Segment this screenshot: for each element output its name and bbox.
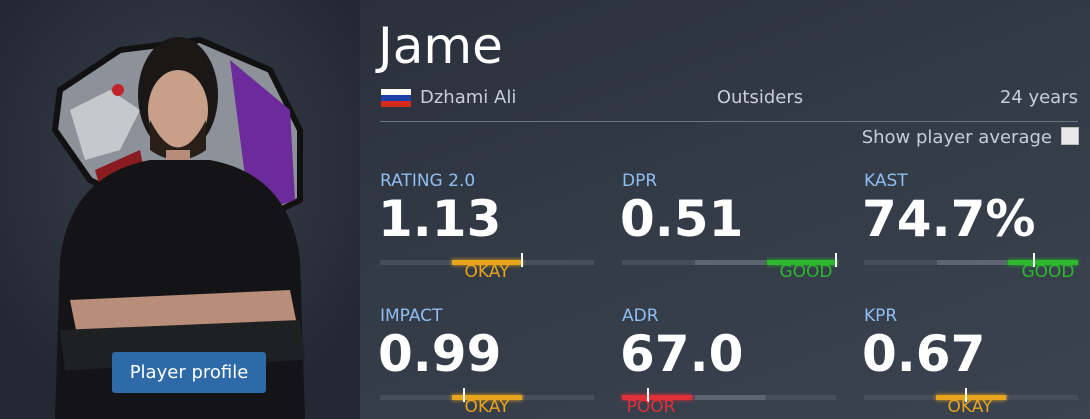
flag <box>381 89 411 107</box>
gauge-marker <box>965 388 967 402</box>
stat-gauge <box>622 253 837 267</box>
stat-gauge <box>864 388 1078 402</box>
stat-value: 74.7% <box>862 190 1036 248</box>
divider <box>380 121 1078 122</box>
stat-rating: GOOD <box>1021 262 1075 282</box>
stat-value: 0.51 <box>620 190 744 248</box>
gauge-segment <box>1008 260 1078 265</box>
stat-rating: OKAY <box>464 397 510 417</box>
team-name[interactable]: Outsiders <box>716 87 804 108</box>
stat-rating: GOOD <box>779 262 833 282</box>
player-age: 24 years <box>999 87 1078 108</box>
stat-value: 1.13 <box>378 190 502 248</box>
stat-label: RATING 2.0 <box>380 171 476 191</box>
gauge-marker <box>521 253 523 267</box>
stat-gauge <box>864 253 1078 267</box>
stat-label: ADR <box>622 306 659 326</box>
stat-rating: OKAY <box>464 262 510 282</box>
stat-label: DPR <box>622 171 658 191</box>
gauge-segment <box>936 395 1006 400</box>
stat-label: IMPACT <box>380 306 443 326</box>
stat-label: KAST <box>864 171 908 191</box>
gauge-marker <box>835 253 837 267</box>
gauge-segment <box>452 260 522 265</box>
gauge-segment <box>452 395 522 400</box>
stat-gauge <box>380 253 594 267</box>
gauge-marker <box>463 388 465 402</box>
stat-gauge <box>380 388 594 402</box>
stat-value: 0.67 <box>862 325 986 383</box>
gauge-marker <box>647 388 649 402</box>
real-name: Dzhami Ali <box>420 87 517 108</box>
gauge-segment <box>767 260 837 265</box>
stat-value: 0.99 <box>378 325 502 383</box>
show-average-label: Show player average <box>861 127 1052 148</box>
gauge-marker <box>1033 253 1035 267</box>
show-average-checkbox[interactable] <box>1061 127 1079 145</box>
stat-rating: POOR <box>626 397 676 417</box>
player-profile-button[interactable]: Player profile <box>112 352 266 393</box>
player-nickname: Jame <box>378 17 503 75</box>
gauge-segment <box>622 395 692 400</box>
stat-rating: OKAY <box>947 397 993 417</box>
stat-value: 67.0 <box>620 325 744 383</box>
stat-gauge <box>622 388 836 402</box>
stat-label: KPR <box>864 306 898 326</box>
